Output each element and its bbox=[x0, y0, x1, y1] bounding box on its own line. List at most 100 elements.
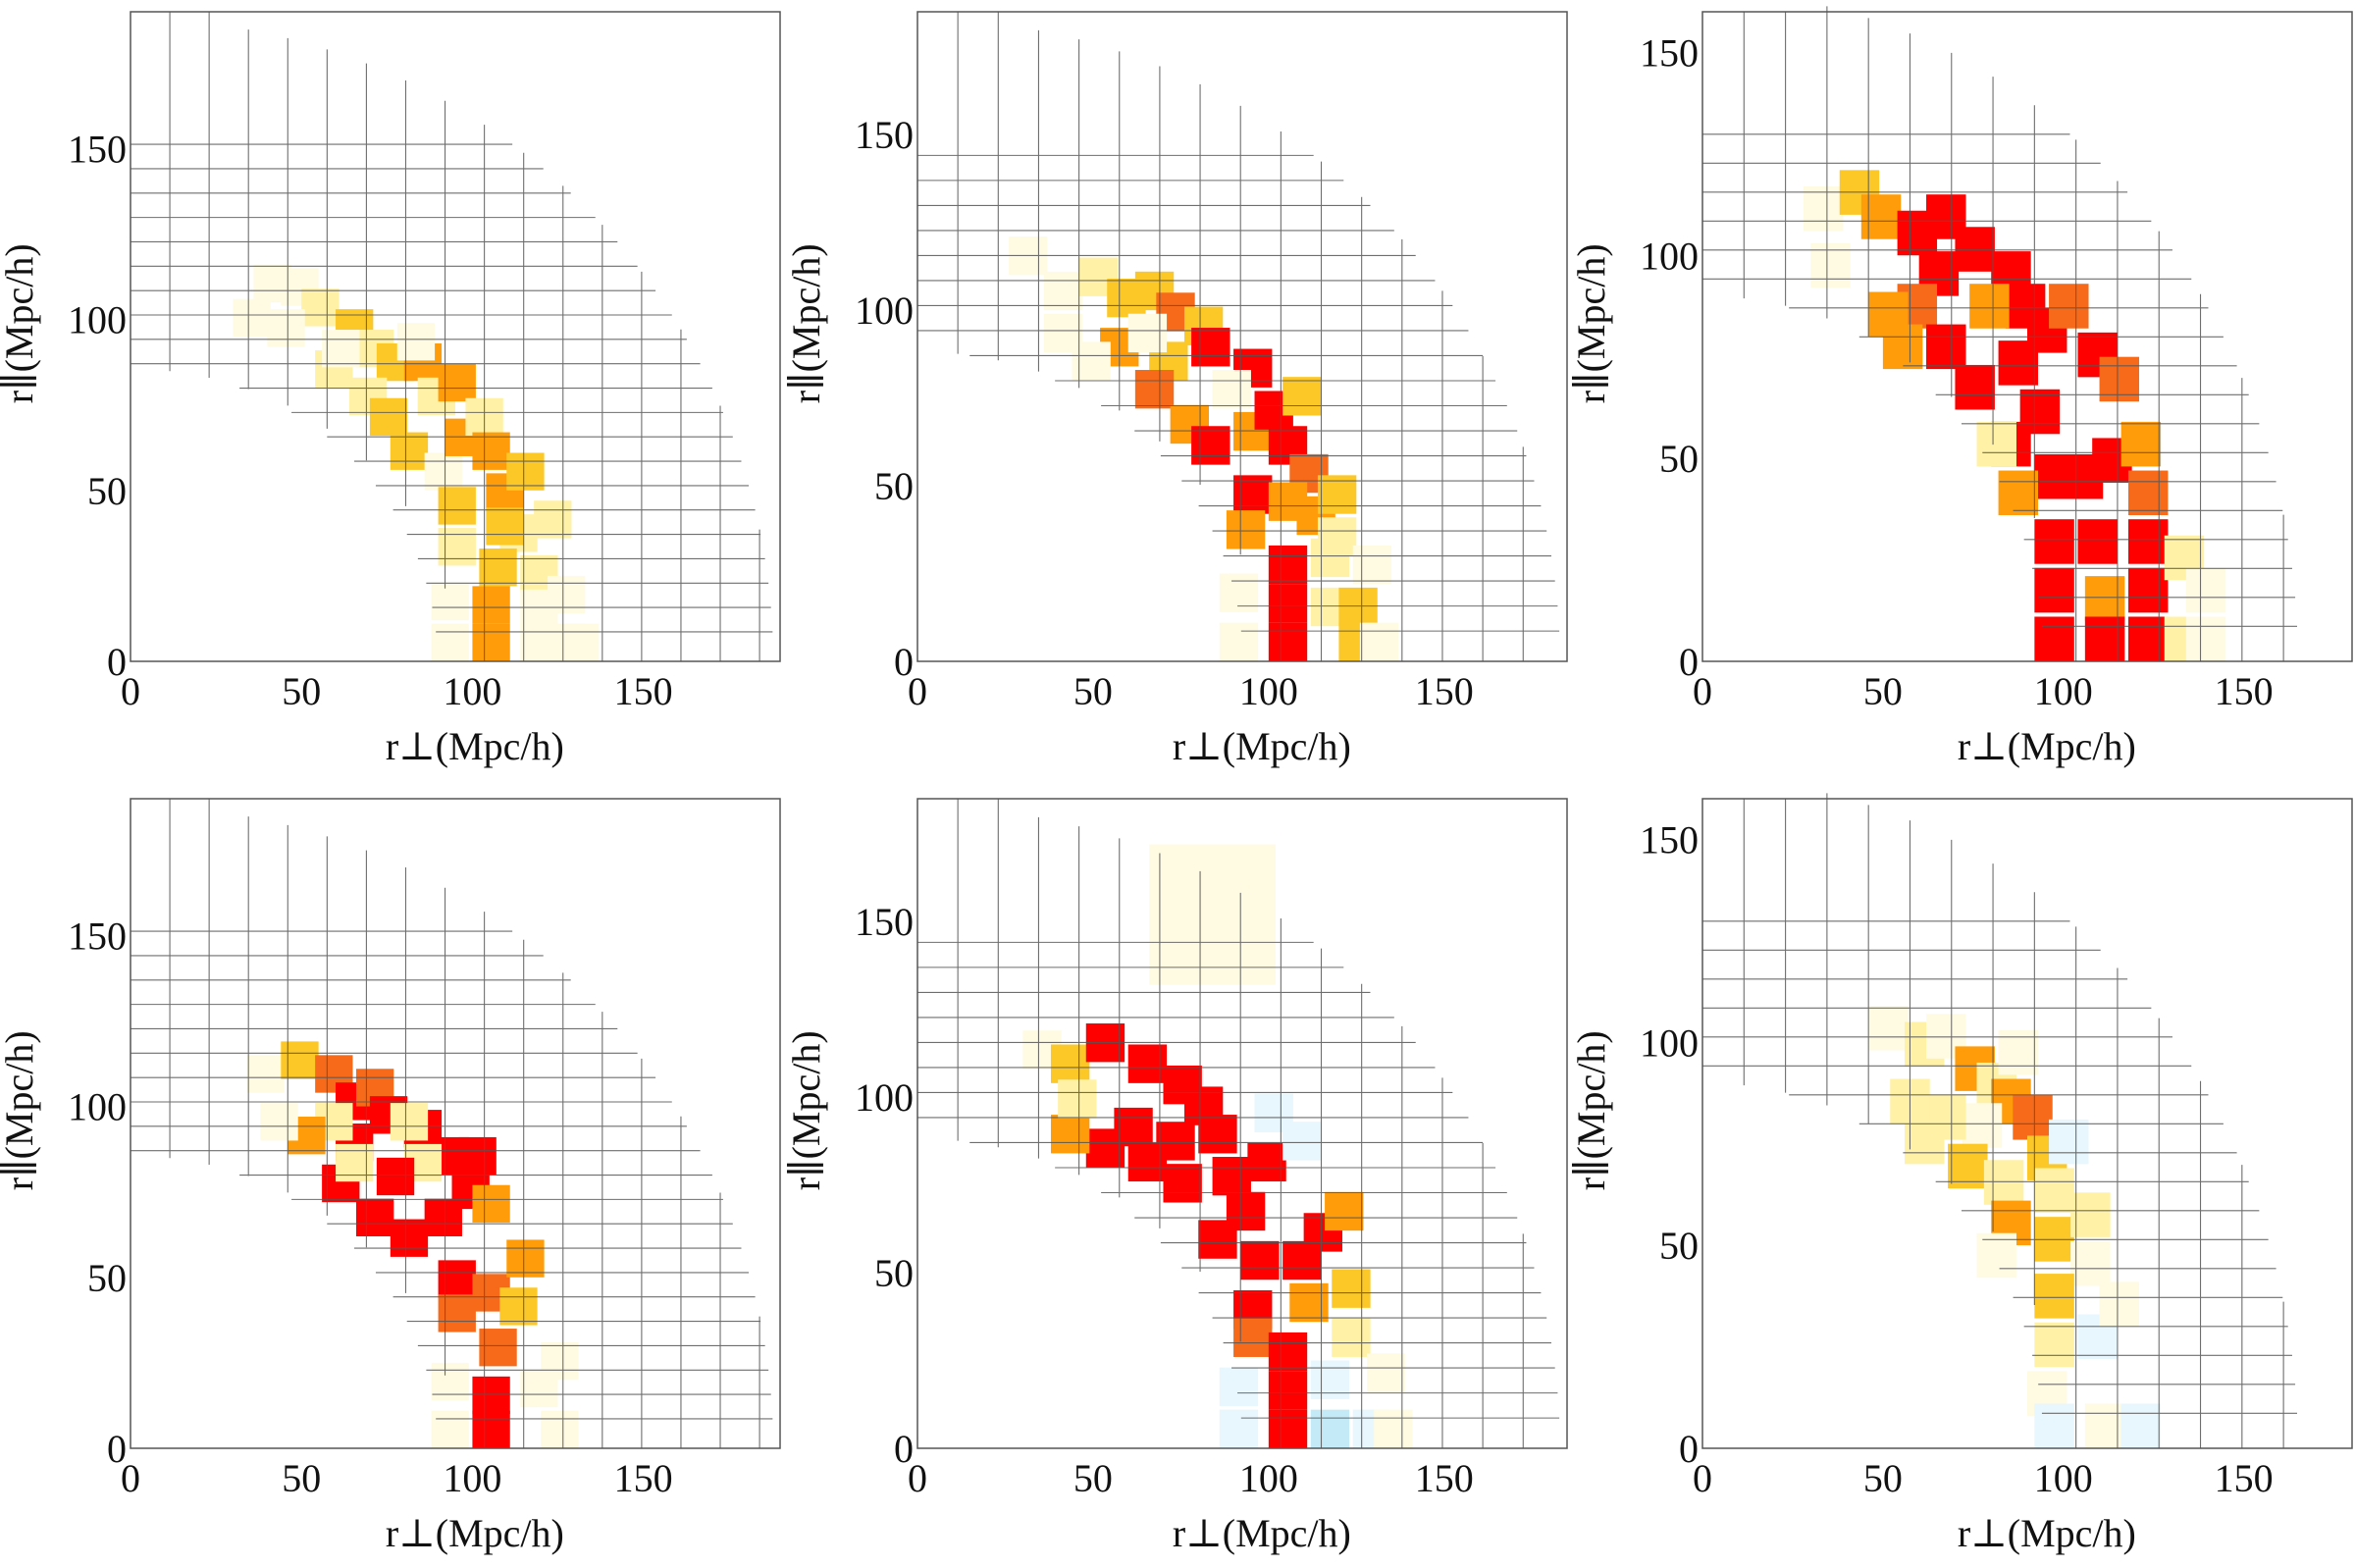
y-tick-label: 0 bbox=[894, 640, 914, 684]
heatmap-cells bbox=[1022, 844, 1413, 1448]
heatmap-cell bbox=[438, 363, 476, 402]
x-axis-label: r⊥(Mpc/h) bbox=[386, 724, 564, 768]
x-tick-label: 0 bbox=[121, 669, 140, 713]
y-tick-label: 0 bbox=[107, 640, 127, 684]
heatmap-cell bbox=[1233, 475, 1273, 514]
heatmap-cell bbox=[1882, 324, 1923, 370]
heatmap-cell bbox=[472, 1184, 510, 1224]
x-tick-label: 50 bbox=[1863, 1456, 1903, 1500]
heatmap-cell bbox=[486, 507, 524, 546]
y-tick-label: 100 bbox=[855, 1075, 914, 1120]
y-axis-label: r∥(Mpc/h) bbox=[1569, 1030, 1613, 1190]
heatmap-cell bbox=[390, 432, 429, 470]
y-tick-label: 0 bbox=[894, 1427, 914, 1471]
heatmap-cell bbox=[541, 1410, 579, 1448]
heatmap-cell bbox=[1282, 1122, 1322, 1161]
y-tick-label: 100 bbox=[1640, 1020, 1699, 1065]
heatmap-cell bbox=[1998, 470, 2039, 516]
heatmap-cell bbox=[301, 288, 340, 327]
heatmap-cell bbox=[2013, 1095, 2053, 1140]
heatmap-cell bbox=[1810, 242, 1851, 288]
heatmap-cell bbox=[479, 1329, 517, 1367]
heatmap-cell bbox=[1332, 1269, 1371, 1308]
x-tick-label: 0 bbox=[908, 669, 927, 713]
heatmap-cell bbox=[1127, 1044, 1168, 1083]
heatmap-cell bbox=[2070, 1240, 2111, 1286]
heatmap-cell bbox=[2099, 356, 2140, 402]
y-tick-label: 150 bbox=[68, 914, 127, 958]
heatmap-cell bbox=[1085, 1128, 1125, 1168]
panel-top-right: 00 50 50 100 100 150 150 r⊥(Mpc/h) r∥(Mpc/h) bbox=[1569, 6, 2353, 768]
x-tick-label: 0 bbox=[1693, 1456, 1712, 1500]
bin-grid bbox=[917, 799, 1560, 1448]
heatmap-cell bbox=[1325, 1191, 1364, 1231]
x-tick-label: 150 bbox=[2215, 669, 2274, 713]
y-tick-label: 0 bbox=[107, 1427, 127, 1471]
heatmap-cell bbox=[479, 549, 517, 587]
heatmap-cell bbox=[1332, 1318, 1371, 1357]
heatmap-cell bbox=[1163, 1164, 1202, 1203]
x-tick-label: 50 bbox=[1073, 669, 1113, 713]
y-tick-label: 150 bbox=[68, 127, 127, 171]
heatmap-cell bbox=[396, 323, 436, 361]
heatmap-cell bbox=[1860, 194, 1902, 239]
y-axis-label: r∥(Mpc/h) bbox=[0, 1030, 41, 1190]
y-tick-label: 50 bbox=[874, 464, 914, 508]
heatmap-cell bbox=[1983, 1160, 2024, 1205]
heatmap-cell bbox=[1134, 369, 1175, 409]
y-tick-label: 150 bbox=[855, 900, 914, 944]
heatmap-cell bbox=[499, 1287, 538, 1326]
heatmap-cell bbox=[472, 586, 510, 624]
x-axis-label: r⊥(Mpc/h) bbox=[1173, 724, 1351, 768]
heatmap-cell bbox=[472, 1410, 510, 1448]
y-axis-label: r∥(Mpc/h) bbox=[0, 243, 41, 403]
x-axis-label: r⊥(Mpc/h) bbox=[1958, 724, 2136, 768]
plot-frame bbox=[130, 798, 781, 1449]
y-tick-label: 50 bbox=[1659, 1224, 1699, 1268]
heatmap-cell bbox=[1219, 1367, 1259, 1407]
heatmap-cell bbox=[472, 623, 510, 661]
x-tick-label: 100 bbox=[1239, 1456, 1298, 1500]
heatmap-cell bbox=[1317, 475, 1357, 514]
heatmap-cell bbox=[1948, 1143, 1988, 1189]
x-tick-label: 100 bbox=[2034, 669, 2093, 713]
heatmap-cell bbox=[2084, 576, 2125, 621]
heatmap-cell bbox=[1043, 271, 1083, 311]
bin-grid bbox=[1702, 793, 2298, 1448]
heatmap-cell bbox=[1212, 369, 1251, 409]
heatmap-cell bbox=[2034, 1168, 2074, 1214]
heatmap-cell bbox=[506, 452, 545, 491]
x-axis-label: r⊥(Mpc/h) bbox=[1173, 1511, 1351, 1555]
heatmap-cell bbox=[2185, 567, 2226, 613]
heatmap-cell bbox=[2034, 1322, 2074, 1368]
plot-frame bbox=[1701, 798, 2353, 1449]
heatmap-cell bbox=[431, 1410, 469, 1448]
heatmap-cell bbox=[472, 432, 510, 470]
x-tick-label: 150 bbox=[614, 1456, 673, 1500]
heatmap-cell bbox=[438, 487, 476, 525]
panel-bottom-middle: 00 50 50 100 100 150 150 r⊥(Mpc/h) r∥(Mpc/h) bbox=[784, 798, 1568, 1555]
y-tick-label: 100 bbox=[68, 1085, 127, 1129]
heatmap-cell bbox=[2120, 1403, 2162, 1448]
heatmap-cell bbox=[2049, 1119, 2089, 1165]
heatmap-cell bbox=[1955, 227, 1995, 272]
y-tick-label: 150 bbox=[1640, 817, 1699, 862]
heatmap-cell bbox=[233, 298, 271, 337]
heatmap-cell bbox=[1976, 1232, 2016, 1279]
heatmap-cell bbox=[438, 1294, 476, 1333]
heatmap-cell bbox=[1198, 1115, 1237, 1154]
heatmap-cell bbox=[1904, 1119, 1945, 1165]
y-axis-label: r∥(Mpc/h) bbox=[784, 243, 828, 403]
heatmap-cell bbox=[2127, 519, 2169, 564]
y-tick-label: 50 bbox=[87, 1256, 127, 1300]
x-tick-label: 50 bbox=[282, 669, 321, 713]
heatmap-cell bbox=[438, 1260, 476, 1298]
heatmap-cell bbox=[1219, 1409, 1259, 1448]
heatmap-cell bbox=[322, 330, 360, 368]
heatmap-cell bbox=[1127, 313, 1168, 353]
heatmap-cell bbox=[2127, 470, 2169, 516]
plot-frame bbox=[916, 798, 1568, 1449]
x-tick-label: 150 bbox=[1415, 1456, 1474, 1500]
heatmap-cell bbox=[431, 623, 469, 661]
